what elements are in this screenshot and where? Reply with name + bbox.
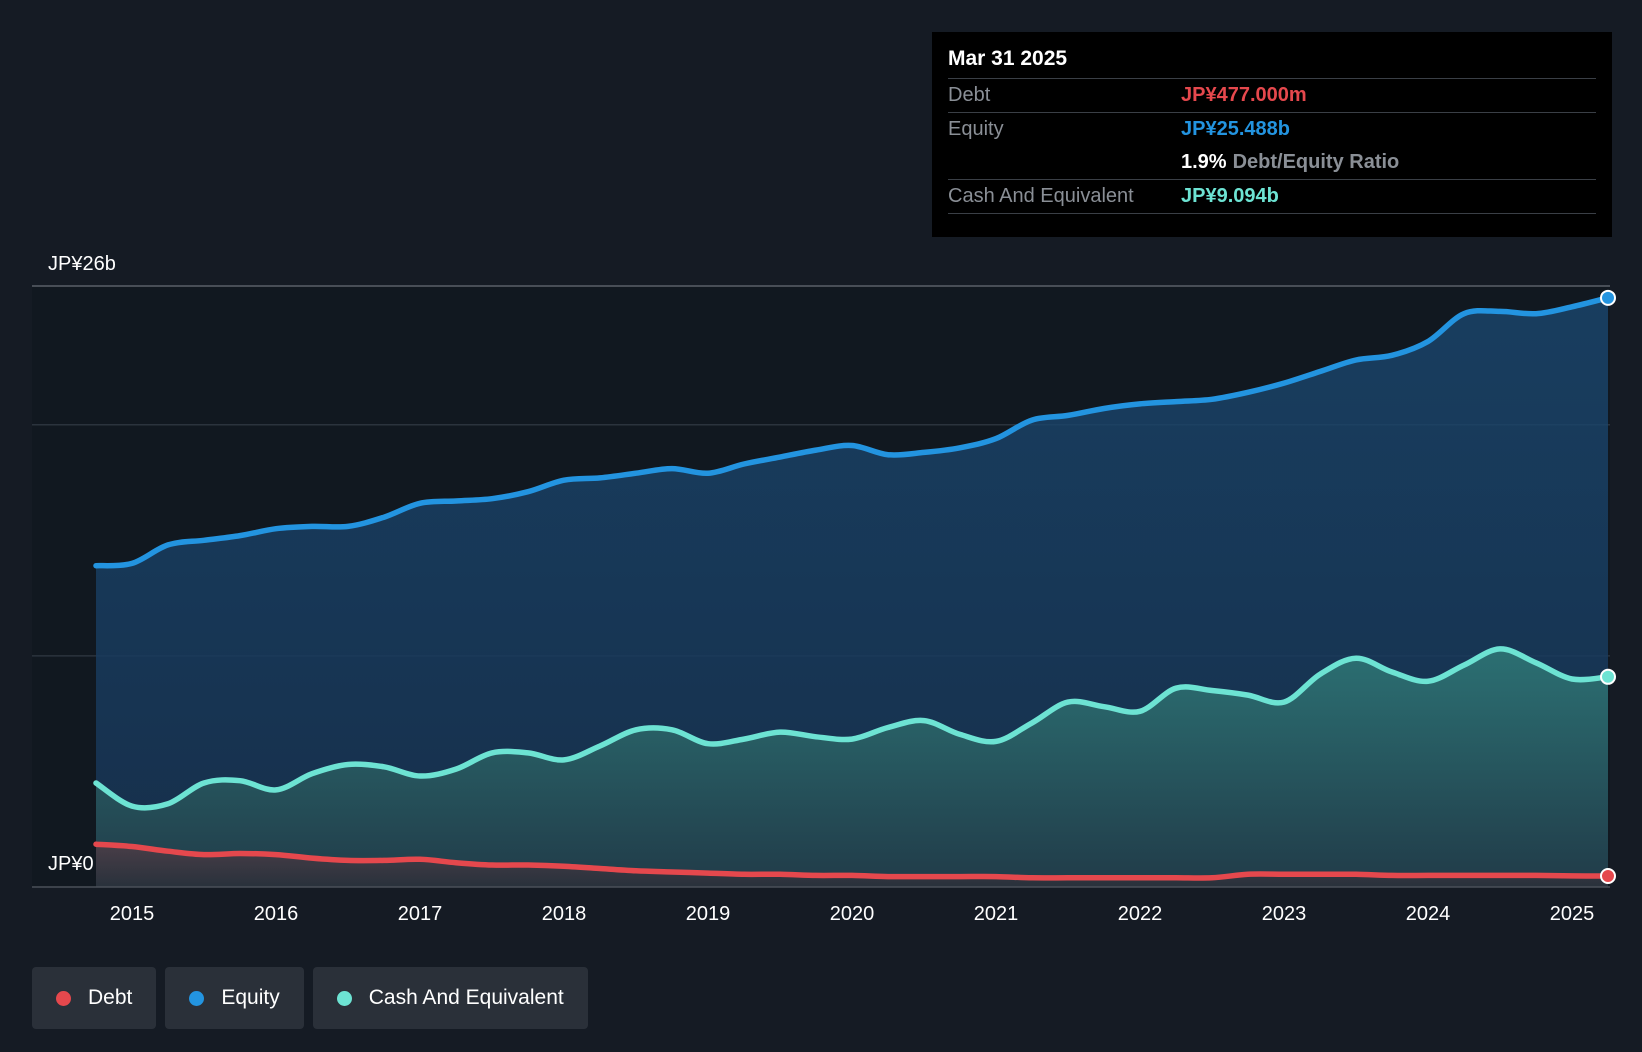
tooltip-equity-label: Equity (948, 118, 1004, 140)
tooltip-row-debt: Debt JP¥477.000m (948, 78, 1596, 112)
x-tick-label: 2016 (254, 903, 299, 925)
x-tick-label: 2023 (1262, 903, 1307, 925)
x-tick-label: 2018 (542, 903, 587, 925)
x-tick-label: 2015 (110, 903, 155, 925)
tooltip-debt-label: Debt (948, 84, 991, 106)
x-tick-label: 2022 (1118, 903, 1163, 925)
cash-endpoint-marker[interactable] (1600, 668, 1616, 685)
cash-dot-icon (336, 990, 352, 1006)
tooltip-row-equity: Equity JP¥25.488b (948, 112, 1596, 146)
x-tick-label: 2020 (830, 903, 875, 925)
legend: Debt Equity Cash And Equivalent (32, 967, 597, 1029)
legend-item-debt[interactable]: Debt (32, 967, 157, 1029)
equity-line (93, 295, 1611, 569)
legend-label-debt: Debt (88, 986, 133, 1009)
equity-endpoint-marker[interactable] (1600, 289, 1616, 306)
y-min-label: JP¥0 (48, 853, 94, 875)
x-tick-label: 2025 (1550, 903, 1595, 925)
tooltip-equity-value: JP¥25.488b (1181, 118, 1290, 140)
legend-item-equity[interactable]: Equity (165, 967, 304, 1029)
tooltip-row-ratio: 1.9% Debt/Equity Ratio (948, 146, 1596, 179)
x-tick-label: 2019 (686, 903, 731, 925)
cash-line (93, 646, 1611, 811)
tooltip-row-cash: Cash And Equivalent JP¥9.094b (948, 179, 1596, 214)
debt-line (93, 841, 1611, 881)
tooltip-cash-label: Cash And Equivalent (948, 185, 1134, 207)
legend-label-cash: Cash And Equivalent (368, 986, 564, 1009)
y-max-label: JP¥26b (48, 253, 116, 275)
x-tick-label: 2017 (398, 903, 443, 925)
tooltip-ratio-value: 1.9% (1181, 151, 1227, 173)
legend-label-equity: Equity (221, 986, 280, 1009)
equity-dot-icon (189, 990, 205, 1006)
tooltip-cash-value: JP¥9.094b (1181, 185, 1279, 207)
tooltip-date: Mar 31 2025 (948, 47, 1068, 70)
x-tick-label: 2021 (974, 903, 1019, 925)
debt-dot-icon (56, 990, 71, 1006)
tooltip: Mar 31 2025 Debt JP¥477.000m Equity JP¥2… (932, 32, 1612, 237)
tooltip-debt-value: JP¥477.000m (1181, 84, 1307, 106)
cash-area (96, 648, 1608, 887)
legend-item-cash[interactable]: Cash And Equivalent (312, 967, 588, 1029)
x-tick-label: 2024 (1406, 903, 1451, 925)
tooltip-ratio-label: Debt/Equity Ratio (1232, 151, 1400, 173)
debt-endpoint-marker[interactable] (1600, 867, 1616, 884)
